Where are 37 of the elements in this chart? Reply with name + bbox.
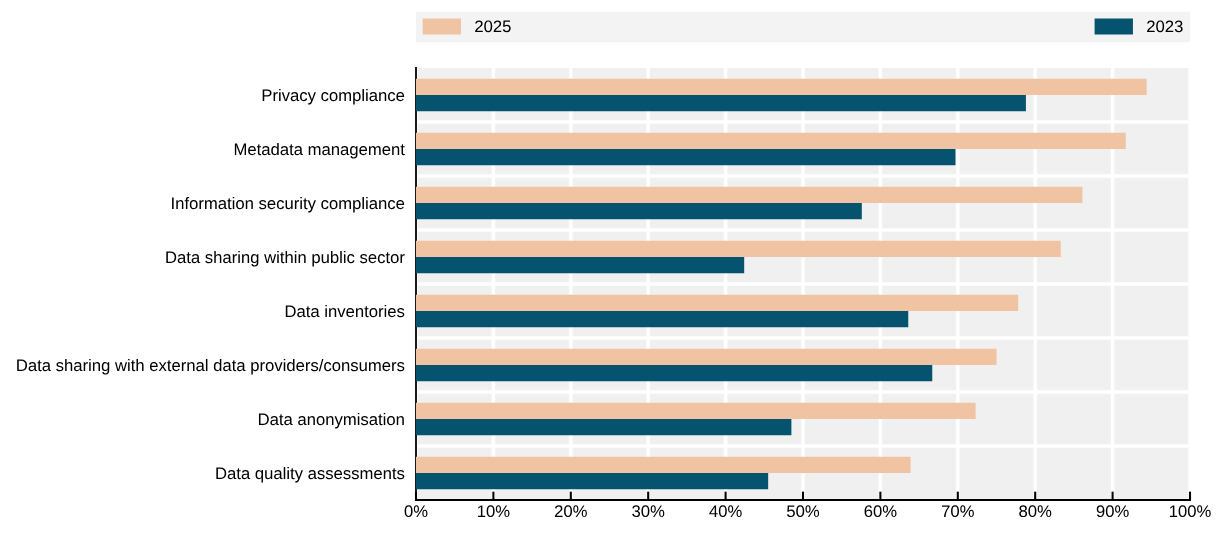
bar	[416, 348, 997, 365]
x-tick-label: 50%	[786, 505, 820, 518]
legend-label: 2023	[1147, 20, 1183, 33]
x-tick-label: 0%	[404, 505, 428, 518]
bar	[416, 257, 745, 274]
y-tick-label: Data sharing with external data providers/consumers	[17, 358, 405, 375]
x-tick-label: 60%	[864, 505, 897, 518]
y-tick-label: Data anonymisation	[258, 412, 404, 429]
x-tick-label: 20%	[554, 505, 587, 518]
bar	[416, 78, 1147, 95]
y-tick-label: Data sharing within public sector	[166, 250, 405, 267]
y-tick-label: Privacy compliance	[262, 88, 405, 105]
bar	[416, 240, 1061, 257]
bar	[416, 294, 1019, 311]
y-tick-label: Metadata management	[234, 142, 405, 159]
x-tick-label: 70%	[941, 505, 974, 518]
x-tick-label: 30%	[632, 505, 665, 518]
y-tick-label: Data quality assessments	[216, 466, 405, 483]
x-tick-label: 80%	[1019, 505, 1052, 518]
bar	[416, 311, 909, 328]
bar	[416, 149, 956, 166]
bar	[416, 132, 1126, 149]
y-tick-label: Information security compliance	[172, 196, 405, 213]
bar	[416, 456, 911, 473]
x-tick-label: 100%	[1169, 505, 1211, 518]
legend-label: 2025	[475, 20, 511, 33]
x-tick-label: 40%	[709, 505, 742, 518]
bar	[416, 365, 933, 382]
bar	[416, 419, 792, 436]
bar	[416, 473, 769, 490]
bar	[416, 203, 862, 220]
bar	[416, 186, 1083, 203]
y-tick-label: Data inventories	[285, 304, 405, 318]
x-tick-label: 10%	[477, 505, 510, 518]
x-tick-label: 90%	[1096, 505, 1129, 518]
bar	[416, 95, 1026, 112]
bar	[416, 402, 976, 419]
